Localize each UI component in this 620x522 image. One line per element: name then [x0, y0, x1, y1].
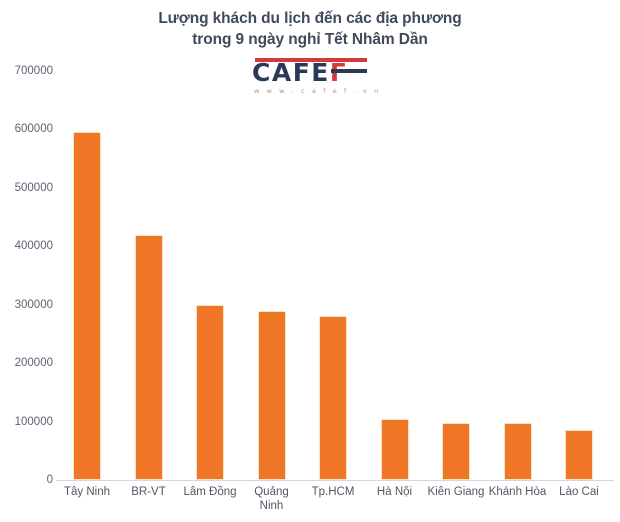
x-axis-tick-label: Tp.HCM	[311, 486, 355, 498]
y-axis-tick-label: 200000	[14, 357, 53, 370]
plot-area	[56, 71, 612, 480]
x-axis-tick-label: Lào Cai	[559, 486, 599, 498]
logo-bar-mid	[331, 69, 367, 73]
bar[interactable]	[503, 423, 532, 480]
y-axis-tick-label: 0	[46, 474, 53, 486]
logo-text-cafe: CAFE	[252, 58, 330, 87]
chart-title-line-1: Lượng khách du lịch đến các địa phương	[158, 10, 462, 27]
logo-site-url: w w w . c a f e f . v n	[254, 87, 381, 95]
bar[interactable]	[565, 429, 593, 480]
y-axis-tick-label: 700000	[14, 65, 53, 77]
cafef-logo: CAFEF w w w . c a f e f . v n	[252, 58, 381, 98]
bar[interactable]	[196, 304, 224, 480]
x-axis-line	[56, 480, 614, 481]
y-axis-tick-label: 100000	[14, 415, 53, 428]
x-axis-tick-label: Lâm Đồng	[183, 486, 237, 498]
bar[interactable]	[319, 316, 347, 480]
y-axis: 0 100000 200000 300000 400000 500000 600000 700…	[0, 65, 53, 486]
logo-wordmark: CAFEF	[252, 60, 348, 85]
bar[interactable]	[134, 234, 163, 480]
x-axis-tick-label: Tây Ninh	[63, 486, 111, 498]
y-axis-tick-label: 400000	[14, 240, 53, 253]
x-axis-tick-label: Kiên Giang	[427, 486, 485, 498]
chart-title-line-2: trong 9 ngày nghỉ Tết Nhâm Dần	[192, 31, 428, 48]
y-axis-tick-label: 300000	[14, 298, 53, 311]
y-axis-tick-label: 600000	[14, 123, 53, 136]
logo-bar-top	[255, 58, 367, 62]
chart-title: Lượng khách du lịch đến các địa phương t…	[60, 8, 560, 50]
x-axis-tick-label: Hà Nội	[376, 486, 413, 498]
bar[interactable]	[257, 310, 286, 480]
x-axis-tick-label: Quảng Ninh	[254, 486, 289, 512]
x-axis-tick-label: BR-VT	[131, 486, 166, 498]
bar[interactable]	[442, 422, 470, 480]
bar[interactable]	[73, 132, 101, 480]
x-axis-tick-label: Khánh Hòa	[488, 486, 547, 498]
y-axis-tick-label: 500000	[14, 181, 53, 194]
bar[interactable]	[380, 418, 409, 480]
